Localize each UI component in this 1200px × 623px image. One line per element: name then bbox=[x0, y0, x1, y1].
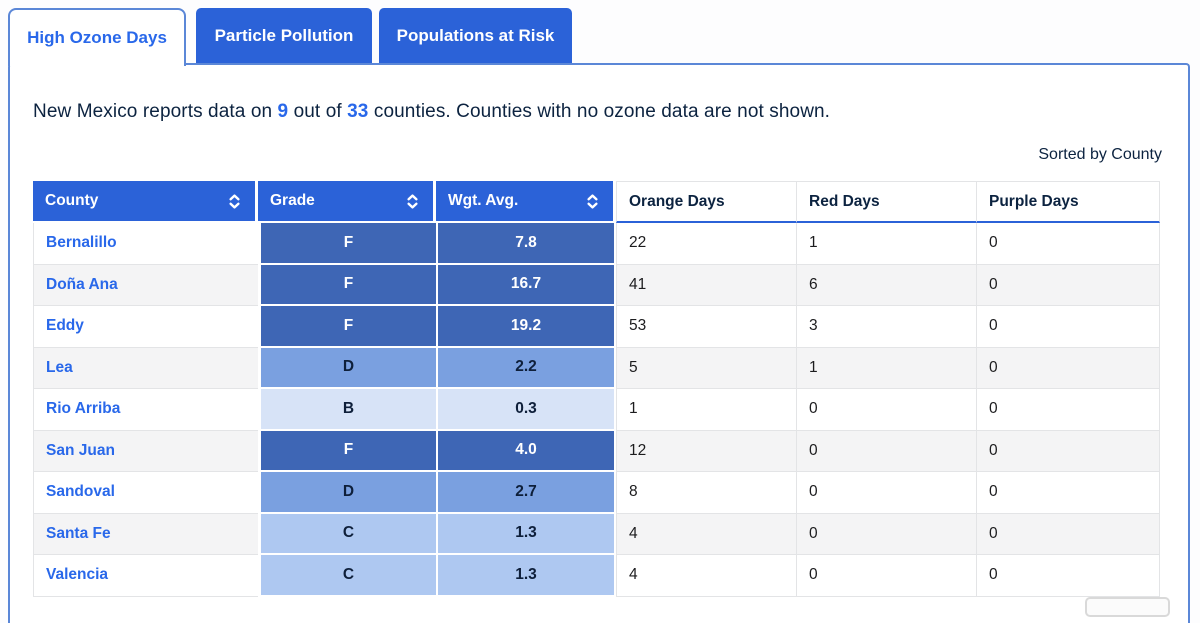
red-days-cell: 0 bbox=[796, 472, 976, 514]
column-header-county[interactable]: County bbox=[33, 181, 258, 223]
purple-days-cell: 0 bbox=[976, 472, 1160, 514]
wgt-avg-cell: 1.3 bbox=[436, 555, 616, 597]
grade-cell: C bbox=[258, 513, 436, 555]
summary-middle: out of bbox=[288, 101, 348, 122]
tab-particle-pollution[interactable]: Particle Pollution bbox=[196, 8, 372, 63]
tab-label: Populations at Risk bbox=[396, 25, 555, 45]
county-link[interactable]: Sandoval bbox=[46, 483, 115, 501]
red-days-cell: 0 bbox=[796, 389, 976, 431]
county-cell: Eddy bbox=[33, 306, 258, 348]
wgt-avg-cell: 0.3 bbox=[436, 389, 616, 431]
county-cell: Doña Ana bbox=[33, 264, 258, 306]
grade-cell: F bbox=[258, 306, 436, 348]
column-header-wgt-avg[interactable]: Wgt. Avg. bbox=[436, 181, 616, 223]
column-header-purple-days: Purple Days bbox=[976, 181, 1160, 223]
column-header-orange-days: Orange Days bbox=[616, 181, 796, 223]
grade-cell: D bbox=[258, 472, 436, 514]
red-days-cell: 1 bbox=[796, 223, 976, 265]
grade-cell: F bbox=[258, 223, 436, 265]
orange-days-cell: 4 bbox=[616, 555, 796, 597]
counties-total-count: 33 bbox=[347, 101, 369, 122]
summary-suffix: counties. Counties with no ozone data ar… bbox=[368, 101, 831, 122]
wgt-avg-cell: 19.2 bbox=[436, 306, 616, 348]
grade-cell: D bbox=[258, 347, 436, 389]
county-link[interactable]: Doña Ana bbox=[46, 275, 118, 293]
red-days-cell: 0 bbox=[796, 513, 976, 555]
column-header-label: Red Days bbox=[809, 192, 880, 210]
bottom-edge-button-peek[interactable] bbox=[1085, 597, 1170, 617]
orange-days-cell: 12 bbox=[616, 430, 796, 472]
purple-days-cell: 0 bbox=[976, 223, 1160, 265]
purple-days-cell: 0 bbox=[976, 513, 1160, 555]
county-link[interactable]: Rio Arriba bbox=[46, 400, 121, 418]
column-header-label: Purple Days bbox=[989, 192, 1079, 210]
grade-cell: B bbox=[258, 389, 436, 431]
county-link[interactable]: San Juan bbox=[46, 441, 115, 459]
orange-days-cell: 53 bbox=[616, 306, 796, 348]
grade-cell: C bbox=[258, 555, 436, 597]
county-cell: San Juan bbox=[33, 430, 258, 472]
red-days-cell: 1 bbox=[796, 347, 976, 389]
column-header-label: Orange Days bbox=[629, 192, 725, 210]
ozone-table: County Grade Wgt. Avg. Orange Days Red D… bbox=[33, 181, 1160, 597]
tab-high-ozone-days[interactable]: High Ozone Days bbox=[8, 8, 186, 66]
purple-days-cell: 0 bbox=[976, 264, 1160, 306]
wgt-avg-cell: 2.2 bbox=[436, 347, 616, 389]
column-header-grade[interactable]: Grade bbox=[258, 181, 436, 223]
orange-days-cell: 8 bbox=[616, 472, 796, 514]
red-days-cell: 0 bbox=[796, 430, 976, 472]
wgt-avg-cell: 7.8 bbox=[436, 223, 616, 265]
sort-icon bbox=[227, 193, 242, 210]
sorted-by-label: Sorted by County bbox=[1038, 146, 1162, 163]
county-link[interactable]: Valencia bbox=[46, 566, 109, 584]
grade-cell: F bbox=[258, 264, 436, 306]
wgt-avg-cell: 1.3 bbox=[436, 513, 616, 555]
county-cell: Valencia bbox=[33, 555, 258, 597]
summary-line: New Mexico reports data on 9 out of 33 c… bbox=[33, 101, 830, 123]
tab-label: High Ozone Days bbox=[27, 28, 167, 47]
orange-days-cell: 22 bbox=[616, 223, 796, 265]
tab-populations-at-risk[interactable]: Populations at Risk bbox=[379, 8, 572, 63]
orange-days-cell: 41 bbox=[616, 264, 796, 306]
county-cell: Lea bbox=[33, 347, 258, 389]
sort-icon bbox=[405, 193, 420, 210]
county-cell: Sandoval bbox=[33, 472, 258, 514]
county-cell: Santa Fe bbox=[33, 513, 258, 555]
red-days-cell: 6 bbox=[796, 264, 976, 306]
county-cell: Bernalillo bbox=[33, 223, 258, 265]
sort-icon bbox=[585, 193, 600, 210]
county-link[interactable]: Santa Fe bbox=[46, 524, 111, 542]
grade-cell: F bbox=[258, 430, 436, 472]
column-header-label: County bbox=[45, 192, 99, 209]
column-header-label: Grade bbox=[270, 192, 315, 209]
purple-days-cell: 0 bbox=[976, 555, 1160, 597]
county-cell: Rio Arriba bbox=[33, 389, 258, 431]
orange-days-cell: 1 bbox=[616, 389, 796, 431]
orange-days-cell: 5 bbox=[616, 347, 796, 389]
purple-days-cell: 0 bbox=[976, 347, 1160, 389]
red-days-cell: 3 bbox=[796, 306, 976, 348]
wgt-avg-cell: 16.7 bbox=[436, 264, 616, 306]
county-link[interactable]: Eddy bbox=[46, 317, 84, 335]
county-link[interactable]: Lea bbox=[46, 358, 73, 376]
purple-days-cell: 0 bbox=[976, 389, 1160, 431]
wgt-avg-cell: 2.7 bbox=[436, 472, 616, 514]
counties-reported-count: 9 bbox=[277, 101, 289, 122]
county-link[interactable]: Bernalillo bbox=[46, 234, 117, 252]
orange-days-cell: 4 bbox=[616, 513, 796, 555]
column-header-label: Wgt. Avg. bbox=[448, 192, 519, 209]
summary-prefix: New Mexico reports data on bbox=[33, 101, 278, 122]
red-days-cell: 0 bbox=[796, 555, 976, 597]
tab-label: Particle Pollution bbox=[214, 25, 354, 45]
column-header-red-days: Red Days bbox=[796, 181, 976, 223]
purple-days-cell: 0 bbox=[976, 306, 1160, 348]
purple-days-cell: 0 bbox=[976, 430, 1160, 472]
wgt-avg-cell: 4.0 bbox=[436, 430, 616, 472]
